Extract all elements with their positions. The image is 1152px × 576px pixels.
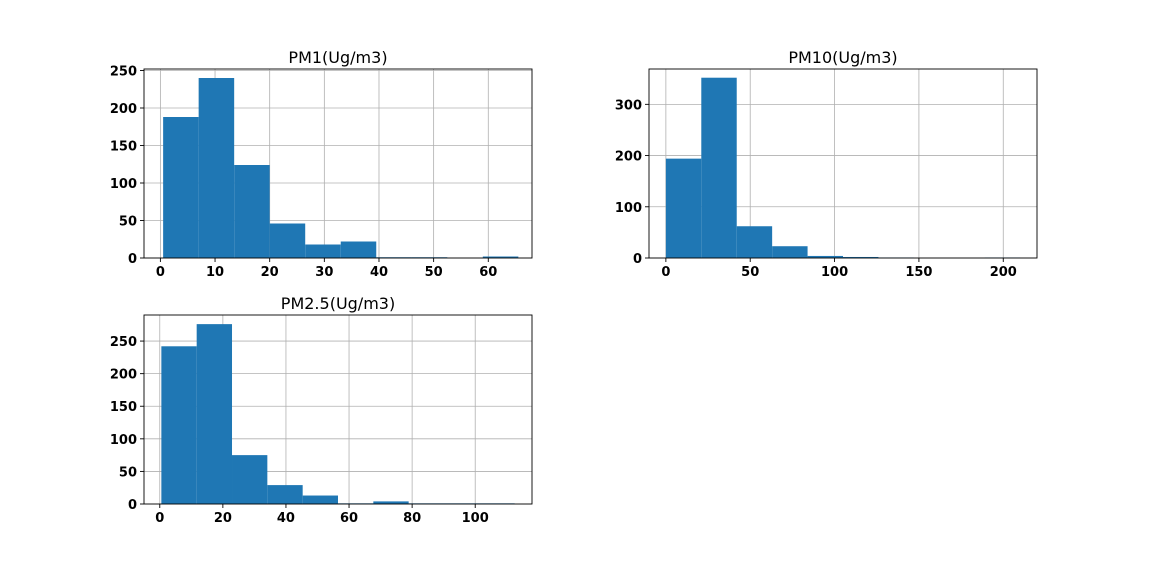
histogram-bar <box>340 241 377 258</box>
histogram-bar <box>269 223 306 258</box>
histogram-bar <box>772 246 808 258</box>
x-tick-label: 40 <box>277 511 295 526</box>
x-tick-label: 80 <box>403 511 421 526</box>
chart-title: PM10(Ug/m3) <box>788 48 897 67</box>
x-tick-label: 100 <box>462 511 489 526</box>
y-tick-label: 200 <box>110 368 137 383</box>
histogram-bar <box>305 244 341 258</box>
y-tick-label: 300 <box>615 98 642 113</box>
y-tick-label: 150 <box>110 400 137 415</box>
chart-title: PM2.5(Ug/m3) <box>281 294 395 313</box>
y-tick-label: 0 <box>128 252 137 267</box>
x-tick-label: 60 <box>479 265 497 280</box>
histogram-bar <box>807 255 843 258</box>
histogram-bar <box>234 165 270 258</box>
histogram-bar <box>198 78 235 258</box>
x-tick-label: 20 <box>261 265 279 280</box>
histogram-bar <box>665 158 702 258</box>
axes-frame <box>143 314 533 505</box>
histogram-bar <box>161 346 197 504</box>
y-tick-label: 100 <box>615 201 642 216</box>
histogram-bar <box>736 226 773 258</box>
x-tick-label: 10 <box>206 265 224 280</box>
histogram-panel-pm25: 0 20 40 60 80 100 0 50 100 150 200 250 PM2.5(Ug/m3) <box>110 294 533 526</box>
y-tick-label: 200 <box>615 150 642 165</box>
x-tick-label: 0 <box>661 265 670 280</box>
histogram-bar <box>196 324 233 504</box>
histogram-bar <box>232 455 268 504</box>
x-tick-label: 0 <box>155 511 164 526</box>
histogram-bar <box>302 495 338 504</box>
y-tick-label: 0 <box>633 252 642 267</box>
histogram-panel-pm1: 0 10 20 30 40 50 60 0 50 100 150 200 250 PM1(Ug/m3) <box>110 48 533 280</box>
histogram-bar <box>482 256 519 258</box>
x-tick-label: 150 <box>905 265 932 280</box>
y-tick-label: 50 <box>119 215 137 230</box>
x-tick-label: 100 <box>821 265 848 280</box>
x-tick-label: 40 <box>370 265 388 280</box>
y-tick-label: 150 <box>110 140 137 155</box>
histogram-bar <box>267 485 303 504</box>
chart-title: PM1(Ug/m3) <box>288 48 387 67</box>
histogram-panel-pm10: 0 50 100 150 200 0 100 200 300 PM10(Ug/m3) <box>615 48 1038 280</box>
y-tick-label: 250 <box>110 335 137 350</box>
axes-frame <box>648 68 1038 259</box>
histogram-bar <box>163 117 199 258</box>
x-tick-label: 20 <box>214 511 232 526</box>
x-tick-label: 50 <box>425 265 443 280</box>
histogram-bar <box>843 256 879 258</box>
x-tick-label: 0 <box>156 265 165 280</box>
y-tick-label: 250 <box>110 65 137 80</box>
y-tick-label: 50 <box>119 465 137 480</box>
x-tick-label: 200 <box>990 265 1017 280</box>
y-tick-label: 0 <box>128 498 137 513</box>
y-tick-label: 100 <box>110 433 137 448</box>
y-tick-label: 200 <box>110 102 137 117</box>
x-tick-label: 30 <box>315 265 333 280</box>
x-tick-label: 60 <box>340 511 358 526</box>
histogram-bar <box>373 501 409 504</box>
y-tick-label: 100 <box>110 177 137 192</box>
axes-frame <box>143 68 533 259</box>
x-tick-label: 50 <box>741 265 759 280</box>
histogram-bar <box>701 77 737 259</box>
